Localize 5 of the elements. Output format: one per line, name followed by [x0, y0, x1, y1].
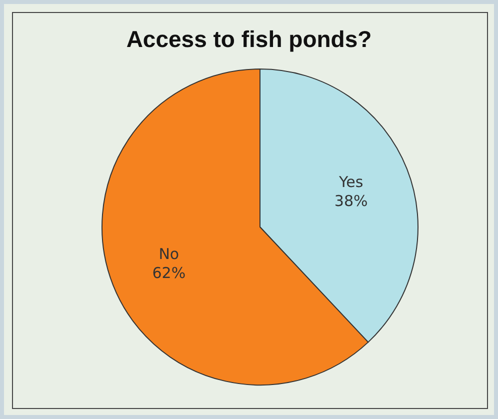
data-label: 38% [334, 192, 368, 210]
data-label: 62% [152, 264, 186, 282]
slice-label: No [158, 245, 180, 264]
slice-label: Yes [338, 172, 364, 191]
chart-title: Access to fish ponds? [125, 26, 373, 53]
